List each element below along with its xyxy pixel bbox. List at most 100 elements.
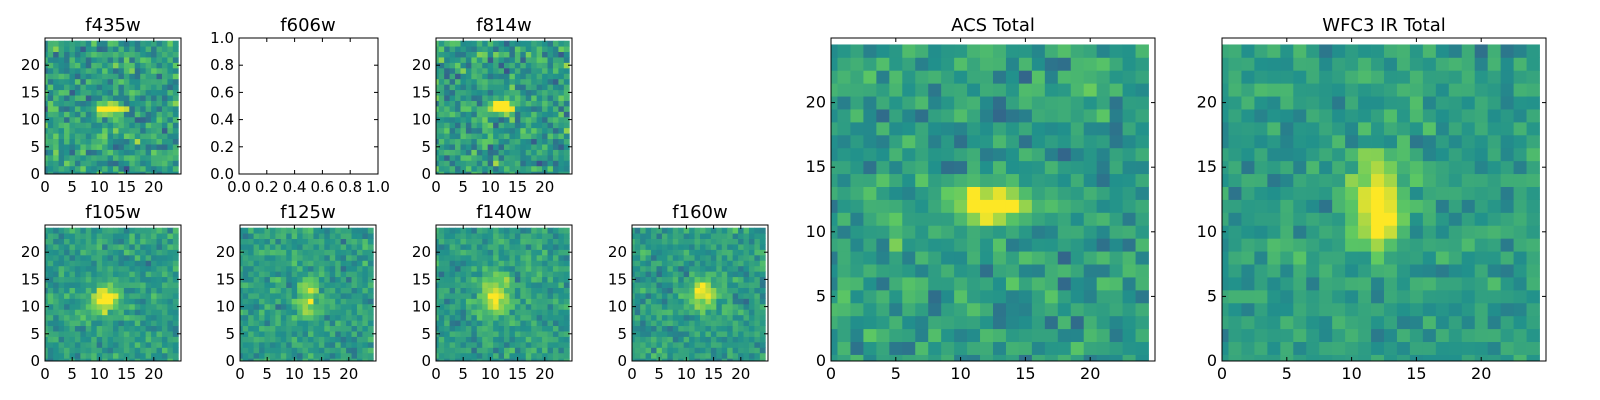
heatmap-cell (465, 293, 472, 299)
heatmap-cell (280, 358, 287, 362)
heatmap-cell (280, 298, 287, 305)
heatmap-cell (536, 171, 543, 175)
heatmap-cell (1044, 160, 1059, 175)
heatmap-cell (837, 225, 851, 239)
heatmap-cell (275, 233, 282, 239)
heatmap-cell (74, 352, 81, 359)
heatmap-cell (313, 265, 320, 272)
heatmap-cell (547, 149, 554, 156)
heatmap-cell (134, 271, 141, 278)
heatmap-cell (129, 67, 136, 74)
heatmap-cell (634, 347, 641, 354)
heatmap-cell (514, 40, 521, 47)
heatmap-cell (678, 227, 685, 234)
heatmap-cell (993, 186, 1007, 200)
heatmap-cell (444, 271, 450, 278)
heatmap-cell (340, 282, 347, 288)
heatmap-cell (1396, 354, 1411, 362)
heatmap-cell (498, 303, 505, 310)
heatmap-cell (831, 315, 838, 330)
heatmap-cell (85, 309, 92, 316)
heatmap-cell (335, 341, 342, 348)
heatmap-cell (134, 309, 141, 316)
heatmap-cell (493, 358, 499, 362)
heatmap-cell (91, 138, 98, 145)
heatmap-cell (145, 46, 152, 52)
heatmap-cell (493, 171, 499, 175)
heatmap-cell (487, 303, 494, 310)
heatmap-cell (102, 238, 108, 245)
heatmap-cell (831, 251, 838, 265)
heatmap-cell (678, 358, 685, 362)
heatmap-cell (498, 171, 505, 175)
heatmap-cell (240, 320, 244, 327)
heatmap-cell (259, 298, 265, 305)
heatmap-cell (145, 260, 152, 267)
heatmap-cell (80, 341, 87, 348)
heatmap-cell (915, 70, 929, 84)
heatmap-cell (64, 127, 70, 134)
heatmap-cell (520, 46, 527, 52)
heatmap-cell (504, 314, 510, 321)
heatmap-cell (113, 309, 119, 316)
heatmap-cell (123, 111, 130, 118)
heatmap-cell (748, 244, 755, 250)
heatmap-cell (264, 309, 271, 316)
heatmap-cell (547, 67, 554, 74)
heatmap-cell (504, 233, 510, 239)
heatmap-cell (678, 303, 685, 310)
heatmap-cell (140, 325, 147, 332)
heatmap-cell (80, 165, 87, 172)
heatmap-cell (716, 331, 723, 337)
heatmap-cell (1461, 354, 1476, 362)
heatmap-cell (465, 287, 472, 294)
heatmap-cell (563, 331, 570, 337)
heatmap-cell (140, 138, 147, 145)
heatmap-cell (318, 282, 325, 288)
heatmap-cell (509, 282, 516, 288)
heatmap-cell (102, 122, 108, 129)
heatmap-cell (362, 303, 369, 310)
heatmap-cell (444, 51, 450, 58)
heatmap-cell (738, 265, 744, 272)
heatmap-cell (525, 271, 532, 278)
heatmap-cell (563, 309, 570, 316)
heatmap-cell (161, 116, 168, 123)
heatmap-cell (53, 116, 59, 123)
heatmap-cell (302, 336, 309, 343)
heatmap-cell (487, 100, 494, 107)
heatmap-cell (69, 73, 76, 80)
heatmap-cell (514, 287, 521, 294)
heatmap-cell (324, 227, 331, 234)
heatmap-cell (928, 238, 942, 252)
heatmap-cell (1228, 302, 1242, 317)
heatmap-cell (242, 358, 249, 362)
heatmap-cell (436, 171, 440, 175)
heatmap-cell (259, 265, 265, 272)
heatmap-cell (248, 271, 254, 278)
heatmap-cell (240, 287, 244, 294)
panel-title: f105w (85, 202, 140, 223)
heatmap-cell (91, 144, 98, 150)
heatmap-cell (129, 287, 136, 294)
heatmap-cell (980, 238, 994, 252)
heatmap-cell (45, 325, 49, 332)
heatmap-cell (531, 276, 538, 283)
heatmap-cell (721, 341, 728, 348)
heatmap-cell (1018, 315, 1033, 330)
heatmap-cell (656, 336, 663, 343)
heatmap-cell (460, 160, 467, 167)
heatmap-cell (482, 67, 489, 74)
x-tick-label: 20 (731, 365, 750, 383)
heatmap-cell (123, 40, 130, 47)
heatmap-cell (915, 83, 929, 97)
heatmap-cell (678, 254, 685, 261)
heatmap-cell (514, 100, 521, 107)
heatmap-cell (520, 314, 527, 321)
heatmap-cell (476, 271, 483, 278)
heatmap-cell (651, 249, 657, 256)
x-tick-label: 15 (508, 365, 527, 383)
heatmap-cell (151, 303, 157, 310)
